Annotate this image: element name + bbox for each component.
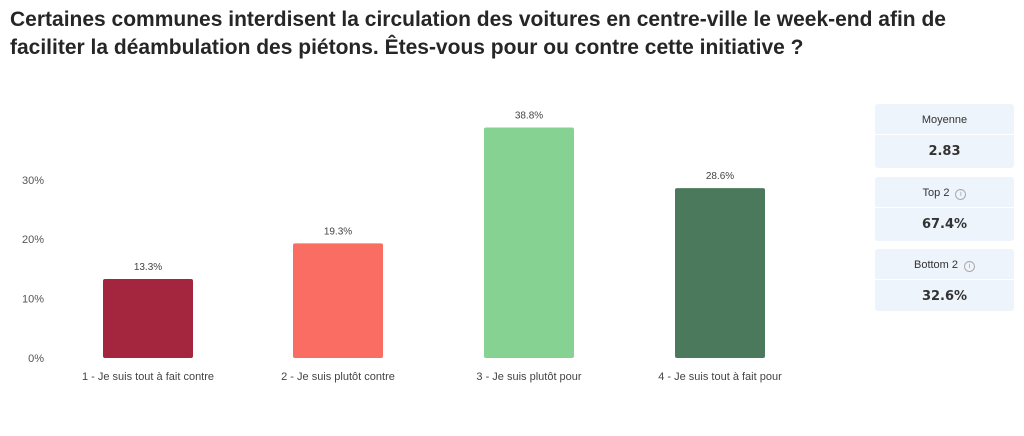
stat-value: 67.4% — [921, 217, 968, 232]
stat-label: Moyenne — [921, 114, 968, 126]
info-icon[interactable]: i — [964, 261, 976, 272]
bar — [293, 243, 383, 358]
y-tick-label: 0% — [28, 353, 44, 365]
data-label: 19.3% — [324, 226, 352, 237]
stat-value: 2.83 — [928, 144, 961, 159]
x-category-label: 2 - Je suis plutôt contre — [281, 371, 395, 383]
x-category-label: 4 - Je suis tout à fait pour — [658, 371, 782, 383]
divider — [875, 207, 1014, 208]
chart-title: Certaines communes interdisent la circul… — [10, 8, 946, 59]
bar — [484, 127, 574, 358]
data-label: 38.8% — [515, 111, 543, 122]
stat-value: 32.6% — [921, 289, 968, 304]
bar — [675, 188, 765, 358]
stat-label-row: Top 2 i — [875, 187, 1014, 200]
stat-card-bottom2: Bottom 2 i 32.6% — [875, 249, 1014, 311]
info-icon[interactable]: i — [955, 189, 967, 200]
stat-label-row: Bottom 2 i — [875, 259, 1014, 272]
stat-label: Bottom 2 — [913, 259, 959, 271]
bar — [103, 278, 193, 358]
y-tick-label: 30% — [22, 175, 44, 187]
divider — [875, 134, 1014, 135]
stat-card-top2: Top 2 i 67.4% — [875, 177, 1014, 241]
data-label: 28.6% — [706, 171, 734, 182]
y-tick-label: 20% — [22, 234, 44, 246]
x-category-label: 3 - Je suis plutôt pour — [476, 371, 582, 383]
bar-chart: 0% 10% 20% 30% 13.3% 1 - Je suis tout à fait … — [22, 111, 782, 383]
stat-card-mean: Moyenne 2.83 — [875, 104, 1014, 168]
x-category-label: 1 - Je suis tout à fait contre — [82, 371, 214, 383]
divider — [875, 279, 1014, 280]
data-label: 13.3% — [134, 262, 162, 273]
stat-label: Top 2 — [922, 187, 950, 199]
y-tick-label: 10% — [22, 294, 44, 306]
